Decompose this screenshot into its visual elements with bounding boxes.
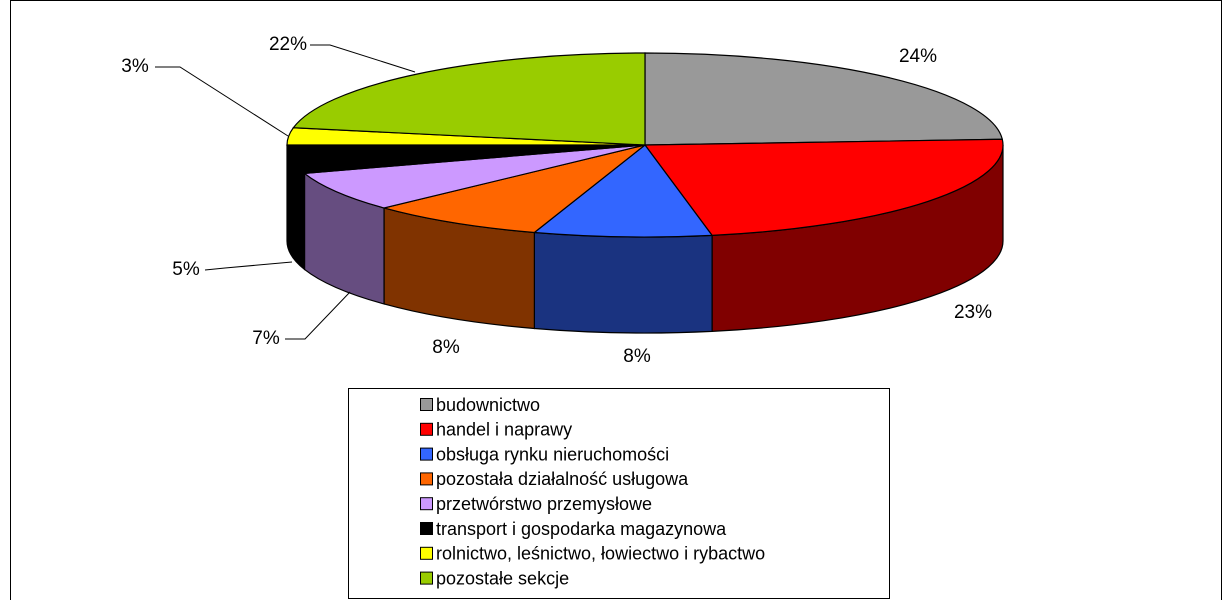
leader-line <box>310 44 416 73</box>
legend-swatch <box>420 422 433 436</box>
legend-label: pozostałe sekcje <box>436 568 569 588</box>
data-label: 24% <box>899 46 937 67</box>
legend-swatch <box>420 497 433 511</box>
legend-label: rolnictwo, leśnictwo, łowiectwo i rybact… <box>436 544 765 564</box>
leader-line <box>204 261 293 271</box>
legend-swatch <box>420 398 433 411</box>
data-label: 5% <box>172 259 200 280</box>
legend-label: transport i gospodarka magazynowa <box>436 519 727 539</box>
pie-slice <box>383 144 646 234</box>
data-label: 8% <box>432 337 460 358</box>
legend-label: obsługa rynku nieruchomości <box>436 444 669 464</box>
data-label: 23% <box>954 302 992 323</box>
legend-label: budownictwo <box>436 395 540 415</box>
data-label: 22% <box>269 34 307 55</box>
pie-slice <box>644 52 1004 146</box>
legend-label: przetwórstwo przemysłowe <box>436 494 652 514</box>
legend-swatch <box>420 447 433 461</box>
data-label: 3% <box>121 56 149 77</box>
pie-slice <box>292 52 646 146</box>
legend-box <box>348 388 890 599</box>
pie-slice <box>643 138 1004 236</box>
pie-slice <box>532 144 714 238</box>
pie-side <box>533 231 713 334</box>
leader-line <box>155 66 289 137</box>
legend-label: handel i naprawy <box>436 420 572 440</box>
legend-swatch <box>420 546 433 560</box>
data-label: 7% <box>252 328 280 349</box>
data-label: 8% <box>623 346 651 367</box>
legend-swatch <box>420 472 433 486</box>
leader-line <box>285 291 351 340</box>
legend-swatch <box>420 571 433 585</box>
legend-label: pozostała działalność usługowa <box>436 469 689 489</box>
pie-slice <box>302 144 646 209</box>
legend-swatch <box>420 522 433 535</box>
